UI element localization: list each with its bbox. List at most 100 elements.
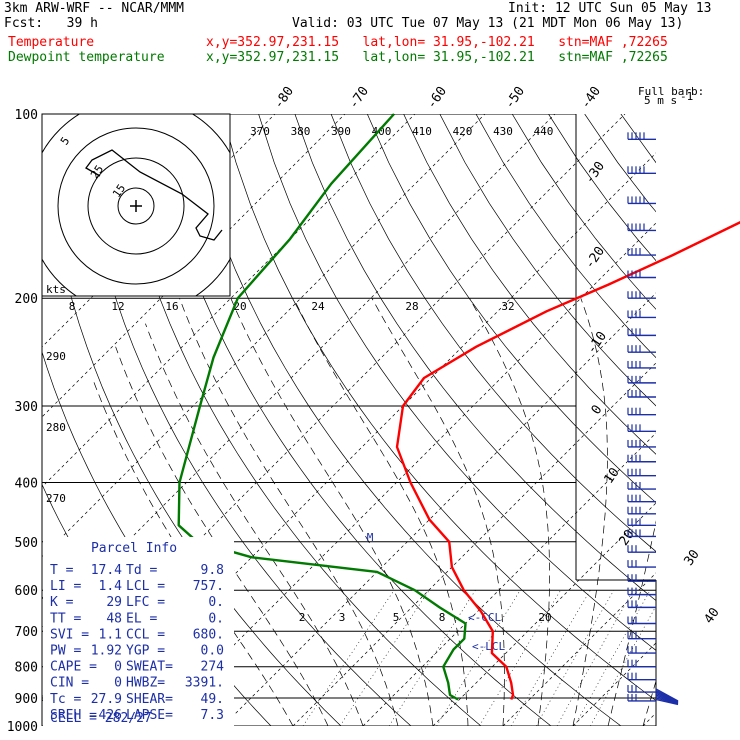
parcel-value: 48 — [106, 611, 122, 626]
parcel-value: 274 — [201, 660, 225, 675]
pressure-label: 500 — [15, 536, 38, 551]
isotherm-line — [642, 712, 656, 726]
parcel-value: 0 — [114, 660, 122, 675]
dry-adiabat-line — [258, 114, 656, 651]
hodograph-ring — [87, 157, 185, 255]
dry-adiabat-line — [330, 114, 656, 552]
moist-adiabat-line — [642, 679, 656, 726]
dry-adiabat-line — [475, 114, 656, 359]
moist-adiabat-line — [145, 323, 364, 726]
pressure-label: 100 — [15, 108, 38, 123]
mixing-ratio-label: 12 — [111, 300, 124, 313]
isotherm-line — [362, 432, 656, 726]
isotherm-label: -80 — [271, 84, 297, 112]
mixing-ratio-low-label: 2 — [299, 611, 306, 624]
parcel-value: 9.8 — [201, 563, 224, 578]
parcel-label: LFC = — [126, 595, 165, 610]
parcel-label: SHEAR= — [126, 692, 173, 707]
parcel-value: 7.3 — [201, 708, 224, 723]
isotherm-label: -70 — [346, 84, 372, 112]
isotherm-line — [432, 502, 656, 726]
mixing-ratio-label: 32 — [501, 300, 514, 313]
parcel-value: 3391. — [185, 676, 224, 691]
dry-adiabat-line — [222, 114, 656, 702]
isotherm-line — [222, 292, 656, 726]
dewpoint-legend-label: Dewpoint temperature — [8, 50, 165, 65]
dry-adiabat-line — [403, 114, 656, 455]
dry-adiabat-line — [113, 114, 482, 726]
isotherm-line — [292, 362, 656, 726]
dry-adiabat-line — [511, 114, 656, 310]
pressure-label: 400 — [15, 476, 38, 491]
hodograph-trace — [85, 149, 223, 241]
isotherm-label: 30 — [681, 547, 702, 568]
pressure-label: 700 — [15, 625, 38, 640]
mixing-ratio-line — [302, 590, 395, 726]
dry-adiabat-line — [657, 114, 740, 726]
dewpoint-legend-info: x,y=352.97,231.15 lat,lon= 31.95,-102.21… — [206, 50, 668, 65]
moist-adiabat-line — [607, 520, 656, 726]
theta-label: 390 — [331, 125, 351, 138]
isotherm-line — [42, 114, 346, 418]
parcel-label: Tc = — [50, 692, 81, 707]
dry-adiabat-line — [693, 114, 740, 726]
pressure-label: 200 — [15, 292, 38, 307]
parcel-value: 17.4 — [91, 563, 122, 578]
temperature-legend-info: x,y=352.97,231.15 lat,lon= 31.95,-102.21… — [206, 35, 668, 50]
parcel-info-title: Parcel Info — [91, 541, 177, 556]
parcel-label: YGP = — [126, 644, 165, 659]
hodograph-units: kts — [46, 283, 66, 296]
theta-label: 420 — [453, 125, 473, 138]
dry-adiabat-line — [149, 114, 552, 726]
mixing-ratio-low-label: 20 — [538, 611, 551, 624]
dry-adiabat-line — [730, 114, 740, 726]
parcel-label: LI = — [50, 579, 81, 594]
isotherm-label: -60 — [424, 84, 450, 112]
isotherm-label: -50 — [502, 84, 528, 112]
mixing-ratio-line — [590, 605, 656, 726]
pressure-label: 800 — [15, 661, 38, 676]
m-marker: M — [367, 531, 374, 544]
parcel-value: 1.1 — [99, 627, 122, 642]
parcel-value: 426 — [99, 708, 122, 723]
mixing-ratio-label: 8 — [69, 300, 76, 313]
isotherm-label: -40 — [578, 84, 604, 112]
mixing-ratio-low-label: 5 — [393, 611, 400, 624]
moist-adiabat-line — [293, 298, 469, 726]
dry-adiabat-line — [185, 114, 622, 726]
mixing-ratio-line — [339, 590, 430, 726]
dry-adiabat-line — [620, 114, 656, 164]
wind-barb-low — [655, 698, 679, 706]
dewpoint-profile-line — [177, 113, 467, 701]
parcel-label: HWBZ= — [126, 676, 165, 691]
parcel-info-box: Parcel Info T = 17.4 Td = 9.8 LI = 1.4 LCL = 757… — [43, 537, 234, 726]
parcel-label: SWEAT= — [126, 660, 173, 675]
isotherm-line — [42, 114, 486, 558]
barb-legend-title: Full barb: — [638, 85, 704, 98]
theta-label-left: 280 — [46, 421, 66, 434]
barb-legend-sup: -1 — [680, 90, 693, 103]
moist-adiabat-line — [572, 298, 608, 726]
parcel-box-bg — [43, 537, 234, 726]
parcel-value: 0. — [208, 595, 224, 610]
model-title: 3km ARW-WRF -- NCAR/MMM — [4, 1, 185, 16]
parcel-label: LCL = — [126, 579, 165, 594]
forecast-hour: Fcst: 39 h — [4, 16, 98, 31]
pressure-label: 1000 — [7, 720, 38, 735]
parcel-label: Td = — [126, 563, 157, 578]
moist-adiabat-line — [371, 298, 505, 726]
parcel-value: 680. — [193, 627, 224, 642]
mixing-ratio-line — [556, 590, 634, 726]
init-time: Init: 12 UTC Sun 05 May 13 — [508, 1, 712, 16]
hodograph-ring — [117, 187, 155, 225]
isotherm-label: 0 — [589, 402, 606, 417]
isotherm-line — [713, 114, 740, 726]
parcel-value: 0 — [114, 676, 122, 691]
moist-adiabat-line — [115, 346, 329, 726]
parcel-value: 29 — [106, 595, 122, 610]
isotherm-label: 20 — [616, 527, 637, 548]
wind-barb-column — [627, 132, 679, 706]
hodograph-ring-label: 25 — [88, 163, 106, 181]
